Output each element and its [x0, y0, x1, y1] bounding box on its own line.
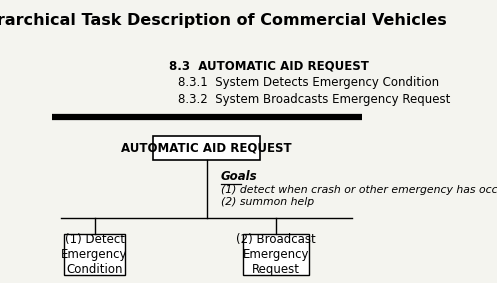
- Text: (1) Detect
Emergency
Condition: (1) Detect Emergency Condition: [61, 233, 128, 276]
- FancyBboxPatch shape: [65, 234, 125, 275]
- Text: (2) summon help: (2) summon help: [221, 197, 314, 207]
- Text: 8.3  AUTOMATIC AID REQUEST: 8.3 AUTOMATIC AID REQUEST: [169, 59, 369, 72]
- Text: 8.3.2  System Broadcasts Emergency Request: 8.3.2 System Broadcasts Emergency Reques…: [178, 93, 451, 106]
- Text: (2) Broadcast
Emergency
Request: (2) Broadcast Emergency Request: [237, 233, 316, 276]
- Text: 8.3.1  System Detects Emergency Condition: 8.3.1 System Detects Emergency Condition: [178, 76, 439, 89]
- FancyBboxPatch shape: [153, 136, 260, 160]
- Text: (1) detect when crash or other emergency has occurred: (1) detect when crash or other emergency…: [221, 185, 497, 195]
- FancyBboxPatch shape: [243, 234, 310, 275]
- Text: Hierarchical Task Description of Commercial Vehicles: Hierarchical Task Description of Commerc…: [0, 14, 447, 29]
- Text: AUTOMATIC AID REQUEST: AUTOMATIC AID REQUEST: [121, 142, 292, 155]
- Text: Goals: Goals: [221, 170, 257, 183]
